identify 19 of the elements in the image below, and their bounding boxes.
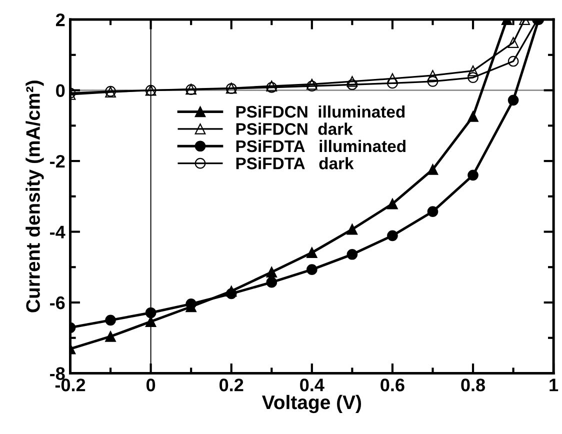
y-tick-label: -8 <box>50 367 65 380</box>
x-tick-label: 0.6 <box>380 378 404 392</box>
x-tick-label: 0.4 <box>300 378 324 392</box>
x-axis-title: Voltage (V) <box>262 394 362 414</box>
legend-label: PSiFDTA illuminated <box>236 140 406 152</box>
legend-label: PSiFDCN dark <box>236 122 353 135</box>
y-tick-label: 0 <box>56 84 65 97</box>
y-tick-label: -2 <box>50 154 65 168</box>
x-tick-label: 1 <box>550 378 558 392</box>
x-tick-label: 0.8 <box>461 378 486 392</box>
y-tick-label: -6 <box>50 296 65 310</box>
y-axis-title: Current density (mA/cm²) <box>26 80 44 312</box>
legend-label: PSiFDCN illuminated <box>236 105 405 118</box>
x-tick-label: 0.2 <box>220 378 244 392</box>
x-tick-label: 0 <box>146 378 156 392</box>
y-tick-label: -4 <box>50 226 66 238</box>
y-tick-label: 2 <box>56 13 65 26</box>
legend-label: PSiFDTA dark <box>236 157 354 170</box>
x-tick-label: -0.2 <box>55 378 86 392</box>
